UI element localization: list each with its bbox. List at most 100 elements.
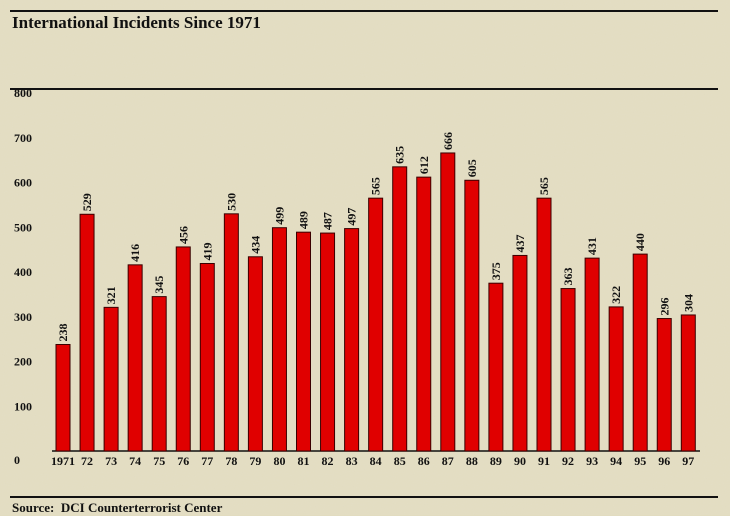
y-tick-label: 200 [14, 355, 32, 369]
bar-88 [464, 179, 480, 452]
bar-97 [680, 314, 696, 452]
value-label: 345 [152, 276, 166, 294]
value-labels: 238 529 321 416 345 456 419 530 434 499 489 487 497 5… [56, 132, 695, 342]
value-label: 437 [513, 234, 527, 252]
chart-title: International Incidents Since 1971 [12, 13, 261, 32]
y-tick-label: 800 [14, 86, 32, 100]
value-label: 363 [561, 268, 575, 286]
x-tick-label: 89 [490, 454, 502, 468]
value-label: 497 [345, 208, 359, 226]
x-tick-label: 83 [346, 454, 358, 468]
x-tick-label: 95 [634, 454, 646, 468]
bar-93 [584, 257, 600, 452]
bar-77 [199, 262, 215, 452]
chart-top-rule [10, 88, 718, 90]
bar-79 [247, 256, 263, 452]
x-tick-label: 1971 [51, 454, 75, 468]
bar-87 [440, 152, 456, 452]
bar-76 [175, 246, 191, 452]
x-tick-label: 77 [201, 454, 213, 468]
value-label: 487 [321, 212, 335, 230]
y-tick-label: 400 [14, 265, 32, 279]
x-tick-label: 72 [81, 454, 93, 468]
value-label: 375 [489, 262, 503, 280]
bottom-rule [10, 496, 718, 498]
value-label: 434 [248, 236, 262, 254]
bar-72 [79, 213, 95, 452]
y-tick-label: 700 [14, 131, 32, 145]
source-note: Source: DCI Counterterrorist Center [12, 500, 223, 515]
x-tick-label: 78 [225, 454, 237, 468]
x-tick-label: 94 [610, 454, 622, 468]
x-tick-label: 86 [418, 454, 430, 468]
value-label: 419 [200, 242, 214, 260]
value-label: 322 [609, 286, 623, 304]
bar-74 [127, 264, 143, 452]
x-tick-label: 93 [586, 454, 598, 468]
bar-75 [151, 296, 167, 452]
x-tick-label: 82 [322, 454, 334, 468]
value-label: 530 [224, 193, 238, 211]
bars [55, 152, 696, 452]
value-label: 529 [80, 193, 94, 211]
value-label: 296 [657, 298, 671, 316]
bar-82 [320, 232, 336, 452]
y-tick-label: 500 [14, 220, 32, 234]
value-label: 635 [393, 146, 407, 164]
x-tick-label: 87 [442, 454, 454, 468]
bar-89 [488, 282, 504, 452]
x-tick-label: 76 [177, 454, 189, 468]
bar-73 [103, 306, 119, 452]
bar-83 [344, 228, 360, 452]
x-tick-label: 88 [466, 454, 478, 468]
x-tick-label: 84 [370, 454, 382, 468]
bar-96 [656, 318, 672, 452]
value-label: 456 [176, 226, 190, 244]
value-label: 416 [128, 244, 142, 262]
bar-85 [392, 166, 408, 452]
value-label: 440 [633, 233, 647, 251]
value-label: 565 [537, 177, 551, 195]
x-tick-label: 91 [538, 454, 550, 468]
x-tick-label: 97 [682, 454, 694, 468]
x-tick-label: 80 [273, 454, 285, 468]
x-tick-label: 92 [562, 454, 574, 468]
value-label: 565 [369, 177, 383, 195]
x-tick-label: 79 [249, 454, 261, 468]
y-tick-label: 300 [14, 310, 32, 324]
value-label: 431 [585, 237, 599, 255]
x-tick-label: 81 [298, 454, 310, 468]
x-tick-label: 75 [153, 454, 165, 468]
bar-84 [368, 197, 384, 452]
x-tick-label: 96 [658, 454, 670, 468]
value-label: 304 [681, 294, 695, 312]
bar-94 [608, 306, 624, 452]
value-label: 489 [297, 211, 311, 229]
value-label: 499 [272, 207, 286, 225]
bar-90 [512, 254, 528, 452]
x-tick-label: 73 [105, 454, 117, 468]
bar-92 [560, 288, 576, 452]
bar-78 [223, 213, 239, 452]
x-tick-label: 90 [514, 454, 526, 468]
value-label: 605 [465, 159, 479, 177]
bar-91 [536, 197, 552, 452]
x-tick-label: 85 [394, 454, 406, 468]
value-label: 666 [441, 132, 455, 150]
y-tick-label: 600 [14, 176, 32, 190]
y-tick-label: 100 [14, 399, 32, 413]
bar-81 [296, 231, 311, 452]
top-rule [10, 10, 718, 12]
bar-1971 [55, 343, 71, 452]
y-tick-label: 0 [14, 453, 20, 467]
x-axis: 1971 72 73 74 75 76 77 78 79 80 81 82 83 84 85 86 87 88 89… [51, 454, 694, 468]
x-tick-label: 74 [129, 454, 141, 468]
value-label: 321 [104, 286, 118, 304]
bar-95 [632, 253, 648, 452]
value-label: 238 [56, 323, 70, 341]
value-label: 612 [417, 156, 431, 174]
bar-80 [271, 227, 287, 452]
bar-86 [416, 176, 432, 452]
